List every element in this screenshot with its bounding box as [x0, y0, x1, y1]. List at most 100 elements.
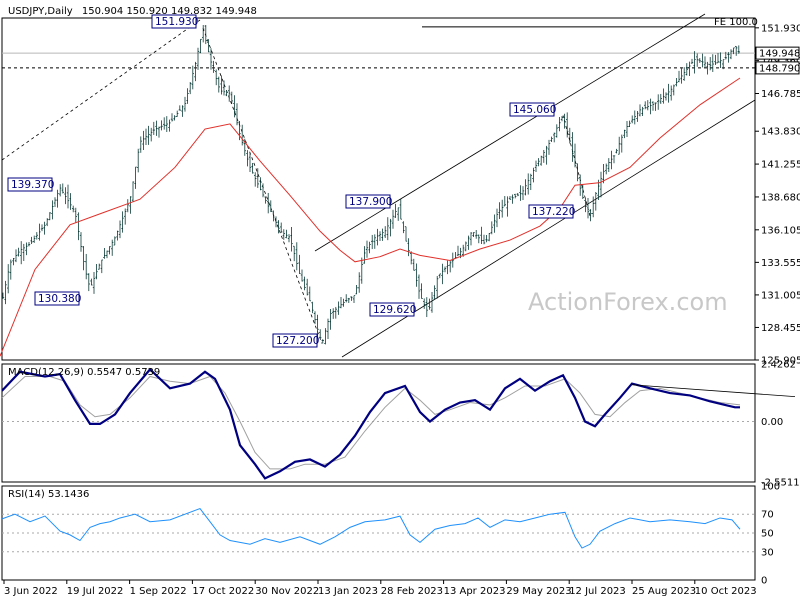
candle — [108, 246, 111, 255]
candle — [469, 232, 473, 246]
macd-y-tick-label: 2.4262 — [761, 360, 796, 371]
price-annotation: 137.900 — [345, 194, 392, 209]
candle — [550, 136, 553, 142]
candle — [670, 85, 673, 101]
candle — [199, 38, 202, 54]
candle — [147, 125, 150, 145]
candle — [168, 119, 171, 132]
candle — [300, 269, 304, 282]
ohlc-values: 150.904 150.920 149.832 149.948 — [82, 6, 257, 17]
candle — [95, 263, 98, 280]
candle — [48, 212, 51, 221]
candle — [644, 101, 647, 110]
price-y-tick-label: 143.830 — [761, 127, 800, 138]
candle — [100, 259, 103, 274]
current-price-tag-box — [755, 46, 800, 60]
candle — [436, 276, 439, 299]
candle — [706, 61, 709, 75]
price-y-tick-label: 136.105 — [761, 225, 800, 236]
candle — [215, 69, 218, 86]
candle — [87, 273, 90, 292]
candle — [347, 297, 350, 303]
candle — [441, 263, 444, 285]
price-annotation: 137.220 — [528, 204, 575, 219]
candle — [420, 283, 423, 299]
candle — [178, 105, 181, 111]
candle — [688, 61, 691, 77]
candle — [181, 105, 184, 117]
candle — [573, 143, 577, 168]
x-tick-label: 25 Aug 2023 — [632, 586, 696, 597]
candle — [675, 77, 678, 87]
annotation-box — [7, 177, 53, 192]
macd-label: MACD(12,26,9) 0.5547 0.5739 — [8, 367, 160, 378]
candle — [246, 150, 249, 167]
candle — [389, 218, 392, 237]
candle — [170, 113, 174, 122]
candle — [586, 197, 590, 219]
candle — [137, 148, 140, 173]
candle — [339, 297, 343, 309]
candle — [716, 52, 720, 64]
candle — [313, 311, 317, 325]
candle — [620, 134, 623, 153]
candle — [79, 232, 83, 252]
candle — [657, 94, 660, 110]
candle — [724, 51, 727, 60]
candle — [612, 155, 616, 164]
candle — [636, 111, 639, 122]
x-tick-label: 30 Nov 2022 — [255, 586, 319, 597]
candle — [209, 48, 213, 70]
candle — [446, 260, 449, 275]
candle — [280, 222, 283, 233]
candle — [727, 52, 730, 63]
candle — [150, 127, 153, 142]
candle — [358, 272, 361, 293]
candle — [381, 228, 384, 241]
annotation-box — [369, 302, 415, 317]
candle — [423, 298, 426, 309]
candle — [303, 276, 306, 291]
candle — [641, 106, 644, 116]
candle — [407, 238, 410, 257]
price-annotation: 130.380 — [34, 291, 81, 306]
candle — [269, 200, 272, 213]
candle — [360, 257, 363, 284]
candle — [527, 173, 530, 195]
candle — [173, 115, 176, 121]
candle — [571, 132, 574, 162]
candle — [495, 208, 499, 228]
candle — [274, 216, 278, 228]
candle — [319, 329, 322, 339]
candle — [105, 250, 109, 259]
candle — [667, 83, 670, 103]
candle — [683, 67, 686, 81]
price-y-tick-label: 138.680 — [761, 192, 800, 203]
price-y-tick-label: 125.905 — [761, 356, 800, 367]
candle — [251, 163, 254, 174]
candle — [40, 224, 44, 232]
candle — [14, 249, 18, 263]
candle — [235, 103, 239, 126]
candle — [38, 223, 41, 241]
annotation-text: 145.060 — [513, 104, 556, 116]
candle — [20, 241, 23, 265]
annotation-box — [509, 102, 555, 117]
candle — [672, 84, 675, 96]
candle — [363, 246, 366, 264]
candle — [33, 235, 36, 243]
candle — [321, 339, 324, 344]
fe-label: FE 100.0 — [714, 17, 758, 28]
candle — [228, 85, 231, 102]
candle — [248, 152, 252, 173]
annotation-box — [272, 333, 318, 348]
price-annotation: 129.620 — [369, 302, 416, 317]
candle — [654, 102, 657, 111]
candle — [615, 148, 618, 154]
candle — [592, 196, 595, 218]
candle — [163, 117, 166, 130]
candle — [685, 63, 688, 76]
price-annotation: 145.060 — [509, 102, 556, 117]
candle — [77, 212, 80, 241]
rsi-line — [1, 507, 741, 549]
